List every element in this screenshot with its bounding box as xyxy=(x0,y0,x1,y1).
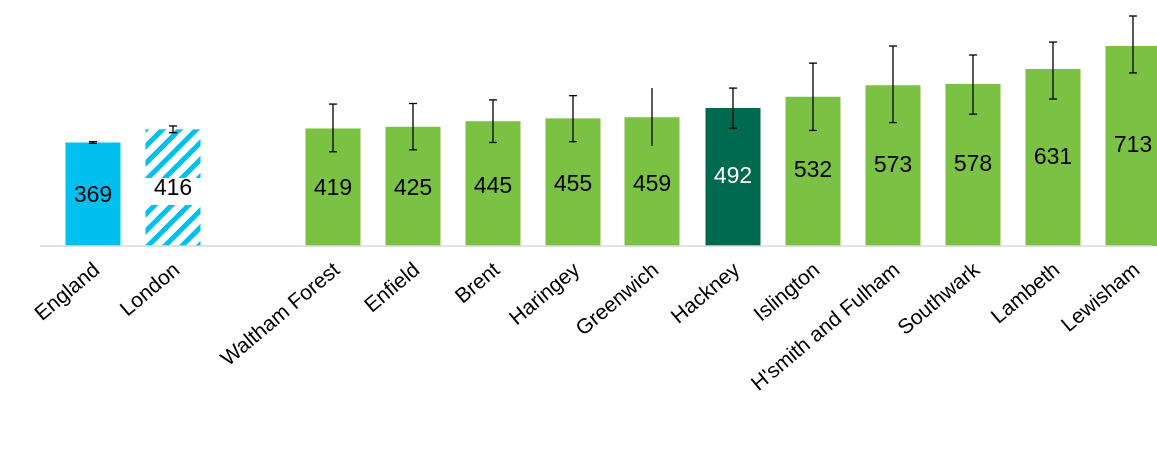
category-label-london: London xyxy=(116,258,184,321)
error-bar-southwark xyxy=(969,54,977,115)
error-bar-enfield xyxy=(409,102,417,151)
category-label-brent: Brent xyxy=(451,258,504,308)
value-label-islington: 532 xyxy=(794,156,832,182)
category-label-england: England xyxy=(30,258,104,325)
value-label-hackney: 492 xyxy=(714,162,752,188)
error-bar-lambeth xyxy=(1049,41,1057,100)
bar-hackney xyxy=(705,107,761,246)
error-bar-england xyxy=(89,141,97,144)
error-bar-haringey xyxy=(569,95,577,143)
category-label-waltham-forest: Waltham Forest xyxy=(216,258,344,370)
error-bar-lewisham xyxy=(1129,15,1137,74)
value-label-greenwich: 459 xyxy=(633,170,671,196)
value-label-waltham-forest: 419 xyxy=(314,174,352,200)
category-label-h-smith-and-fulham: H'smith and Fulham xyxy=(747,258,904,395)
category-label-southwark: Southwark xyxy=(893,258,984,340)
value-label-lambeth: 631 xyxy=(1034,143,1072,169)
category-label-enfield: Enfield xyxy=(360,258,424,317)
value-label-brent: 445 xyxy=(474,172,512,198)
category-label-hackney: Hackney xyxy=(667,258,745,328)
category-label-islington: Islington xyxy=(750,258,825,326)
error-bar-hackney xyxy=(729,87,737,129)
value-label-enfield: 425 xyxy=(394,174,432,200)
value-label-england: 369 xyxy=(74,181,112,207)
error-bar-london xyxy=(169,125,177,134)
category-label-lambeth: Lambeth xyxy=(987,258,1064,328)
bar-london-label-gap xyxy=(144,178,202,205)
value-label-southwark: 578 xyxy=(954,150,992,176)
bar-lewisham xyxy=(1105,46,1157,247)
bars-layer xyxy=(65,46,1157,247)
category-label-lewisham: Lewisham xyxy=(1057,258,1144,336)
category-label-greenwich: Greenwich xyxy=(572,258,664,340)
error-bar-islington xyxy=(809,62,817,132)
category-labels-layer: England London Waltham Forest Enfield Brent H… xyxy=(30,258,1144,396)
category-label-haringey: Haringey xyxy=(505,258,585,330)
value-label-haringey: 455 xyxy=(554,170,592,196)
value-label-h-smith-and-fulham: 573 xyxy=(874,151,912,177)
error-bars-layer xyxy=(89,15,1137,153)
error-bar-h-smith-and-fulham xyxy=(889,45,897,124)
value-labels-layer: 369 416 419 425 445 455 459 492 532 573 578 631 713 xyxy=(74,131,1152,207)
bar-london xyxy=(144,129,202,246)
error-bar-brent xyxy=(489,99,497,144)
value-label-london: 416 xyxy=(154,174,192,200)
bar-england xyxy=(65,142,121,246)
error-bar-waltham-forest xyxy=(329,103,337,153)
value-label-lewisham: 713 xyxy=(1114,131,1152,157)
